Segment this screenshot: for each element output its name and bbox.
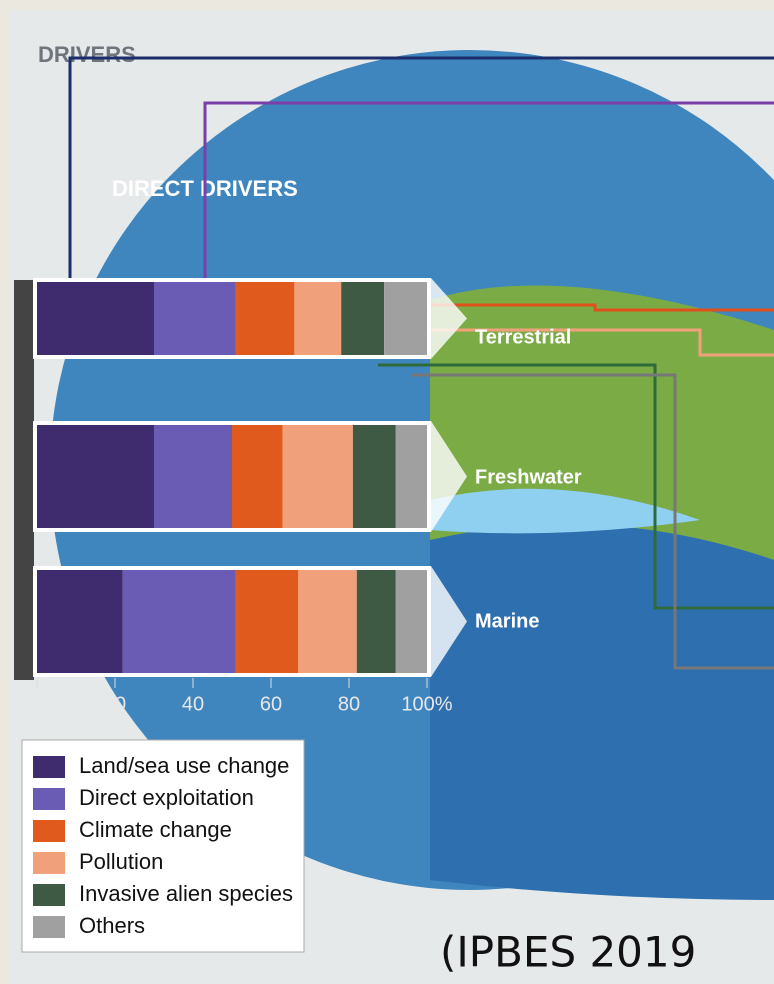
category-arrow [431,421,467,532]
x-tick-label: 100% [401,693,452,715]
category-arrow [431,278,467,359]
bar-segment [235,282,295,355]
legend-swatch [33,820,65,842]
leader-lines [68,56,774,670]
river-illustration [430,488,700,534]
bar-segment [395,570,427,673]
category-label: Terrestrial [475,326,571,348]
bar-segment [37,570,123,673]
legend-swatch [33,916,65,938]
bar-segment [37,425,154,528]
bar-segment [294,282,342,355]
sea-illustration [430,524,774,900]
bar-segment [395,425,427,528]
bar-segment [356,570,396,673]
x-tick-label: 40 [182,693,204,715]
x-tick-label: 80 [338,693,360,715]
bar-segment [37,282,154,355]
legend-box [21,739,305,953]
bar-segment [341,282,385,355]
category-label: Freshwater [475,466,582,488]
legend-label: Pollution [79,849,163,874]
bar-segment [232,425,283,528]
legend-swatch [33,788,65,810]
x-tick-label: 20 [104,693,126,715]
legend-swatch [33,852,65,874]
bar-segment [352,425,396,528]
title: DRIVERS [38,42,136,67]
bar-segment [298,570,357,673]
legend-swatch [33,884,65,906]
legend-label: Climate change [79,817,232,842]
x-tick-label: 60 [260,693,282,715]
legend-label: Direct exploitation [79,785,254,810]
bar-segment [122,570,236,673]
category-arrow [431,566,467,677]
category-label: Marine [475,610,539,632]
x-tick-label: 0 [31,693,42,715]
legend-label: Invasive alien species [79,881,293,906]
globe-edge [14,280,34,680]
bar-segment [384,282,427,355]
legend-swatch [33,756,65,778]
bar-segment [154,282,236,355]
legend-label: Others [79,913,145,938]
bar-segment [282,425,353,528]
legend-label: Land/sea use change [79,753,289,778]
bar-segment [235,570,299,673]
source: (IPBES 2019 [440,928,696,977]
bar-segment [154,425,232,528]
